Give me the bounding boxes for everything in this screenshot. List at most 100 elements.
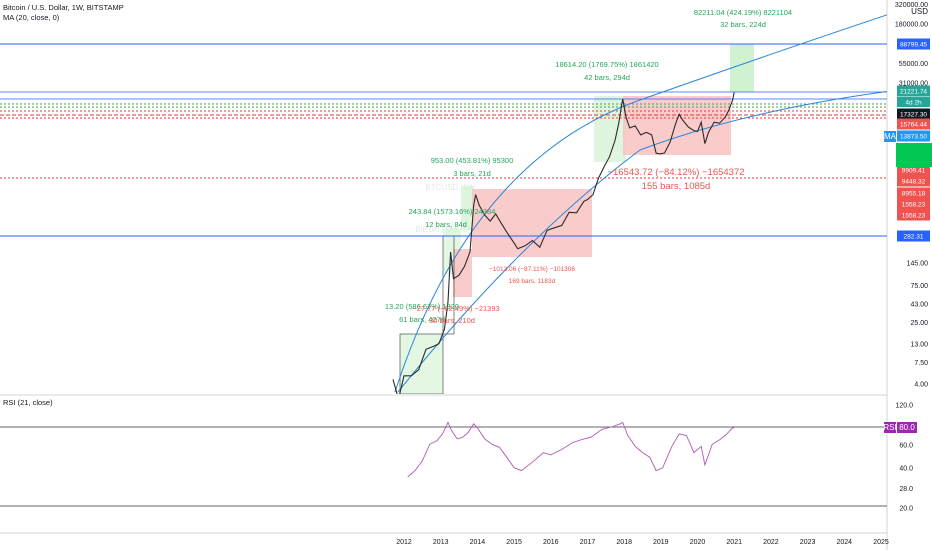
price-badge: 13873.50: [897, 130, 930, 142]
annotation-2013b-bars: 3 bars, 21d: [453, 169, 491, 178]
annotation-2021-change: 82211.04 (424.19%) 8221104: [694, 8, 792, 17]
upper-growth-arc[interactable]: [394, 0, 932, 393]
price-badge-bg: [897, 85, 930, 97]
price-badge-label: 1558.23: [902, 213, 926, 220]
time-tick-label: 2017: [580, 539, 596, 546]
ma-legend[interactable]: MA (20, close, 0): [3, 13, 60, 22]
rsi-badge-name: [884, 422, 896, 433]
price-badge: 1558.23: [897, 209, 930, 221]
price-badge-bg: [897, 187, 930, 199]
price-tick-label: 43.00: [910, 302, 928, 309]
price-badge: 17327.30: [897, 108, 930, 120]
countdown-badge: [897, 97, 930, 107]
time-tick-label: 2018: [616, 539, 632, 546]
price-badge-bg: [897, 164, 930, 176]
annotation-2012-change: 13.20 (586.67%) 1320: [385, 302, 459, 311]
volume-marker: [896, 143, 932, 167]
price-badge: 8955.18: [897, 187, 930, 199]
annotation-2013-drop-bars: 30 bars, 210d: [429, 316, 475, 325]
annotation-2018-drop: −16543.72 (−84.12%) −1654372: [607, 167, 744, 178]
loss-box-2018[interactable]: [623, 96, 731, 155]
rsi-tick-label: 20.0: [899, 506, 913, 513]
annotation-2014-drop-bars: 169 bars, 1183d: [509, 278, 556, 285]
gain-box-2013b[interactable]: [461, 186, 473, 230]
time-tick-label: 2025: [873, 539, 889, 546]
price-badge-label: 17327.30: [900, 112, 927, 119]
price-series-line: [392, 92, 735, 394]
price-badge-label: 8955.18: [902, 191, 926, 198]
price-badge-bg: [897, 175, 930, 187]
price-badge: 1558.23: [897, 198, 930, 210]
annotation-2013-drop: −27.77 (−82.49%) −21393: [412, 304, 499, 313]
loss-box-2013[interactable]: [453, 249, 472, 297]
price-badge: 21221.74: [897, 85, 930, 97]
price-tick-label: 75.00: [910, 283, 928, 290]
price-badge: 15764.44: [897, 118, 930, 130]
time-tick-label: 2021: [726, 539, 742, 546]
time-tick-label: 2015: [506, 539, 522, 546]
currency-label: USD: [911, 7, 928, 16]
watermark-ticker: BTCUSD, 1W: [425, 183, 475, 192]
price-badge: 9448.32: [897, 175, 930, 187]
gain-box-2021[interactable]: [730, 44, 754, 92]
rsi-tick-label: 120.0: [895, 403, 913, 410]
price-tick-label: 13.00: [910, 342, 928, 349]
annotation-2021-bars: 32 bars, 224d: [720, 20, 766, 29]
rsi-badge-name-label: RSI: [883, 423, 896, 432]
rsi-legend[interactable]: RSI (21, close): [3, 398, 53, 407]
annotation-2013b-change: 953.00 (453.81%) 95300: [431, 156, 514, 165]
price-badge: 282.31: [897, 230, 930, 242]
time-tick-label: 2022: [763, 539, 779, 546]
price-badge-label: 88799.45: [900, 42, 927, 49]
price-badge-bg: [897, 38, 930, 50]
price-badge-bg: [897, 118, 930, 130]
price-tick-label: 4.00: [914, 381, 928, 388]
time-tick-label: 2023: [800, 539, 816, 546]
time-tick-label: 2019: [653, 539, 669, 546]
price-badge-bg: [897, 209, 930, 221]
price-badge-bg: [897, 230, 930, 242]
annotations: 82211.04 (424.19%) 8221104 32 bars, 224d…: [385, 8, 792, 325]
rsi-tick-label: 40.0: [899, 466, 913, 473]
range-box-2012[interactable]: [399, 333, 444, 394]
price-badge-label: 13873.50: [900, 134, 927, 141]
price-badge-label: 15764.44: [900, 122, 927, 129]
time-tick-label: 2014: [470, 539, 486, 546]
price-badge-label: 1558.23: [902, 202, 926, 209]
price-tick-label: 320000.00: [895, 2, 928, 9]
time-tick-label: 2013: [433, 539, 449, 546]
annotation-2014-drop: −1013.06 (−87.11%) −101306: [489, 266, 575, 273]
annotation-2018-drop-bars: 155 bars, 1085d: [642, 181, 711, 192]
time-tick-label: 2016: [543, 539, 559, 546]
price-tick-label: 180000.00: [895, 21, 928, 28]
loss-box-2014[interactable]: [472, 189, 592, 257]
price-axis[interactable]: 320000.00 180000.00 55000.00 31000.00 145.00…: [895, 2, 928, 388]
price-badge-label: 9448.32: [902, 179, 926, 186]
price-badge: 9909.41: [897, 164, 930, 176]
price-tick-label: 31000.00: [899, 80, 928, 87]
ma-badge[interactable]: [884, 131, 896, 142]
time-tick-label: 2024: [837, 539, 853, 546]
rsi-tick-label: 28.0: [899, 486, 913, 493]
price-badge-bg: [897, 130, 930, 142]
lower-growth-arc[interactable]: [397, 86, 932, 393]
price-drawings: [0, 0, 932, 394]
price-badge-label: 9909.41: [902, 168, 926, 175]
annotation-2017-change: 18614.20 (1769.75%) 1861420: [555, 60, 658, 69]
price-badges: 88799.45 21221.74 17327.30 15764.44 13873.50…: [897, 38, 930, 242]
symbol-legend[interactable]: Bitcoin / U.S. Dollar, 1W, BITSTAMP: [3, 3, 124, 12]
price-tick-label: 25.00: [910, 320, 928, 327]
price-tick-label: 7.50: [914, 360, 928, 367]
annotation-2012-bars: 61 bars, 427d: [399, 315, 445, 324]
price-badge-bg: [897, 108, 930, 120]
rsi-pane: [0, 421, 887, 507]
rsi-series-line: [407, 421, 735, 478]
price-tick-label: 55000.00: [899, 61, 928, 68]
annotation-2013a-change: 243.84 (1573.16%) 24384: [409, 207, 496, 216]
time-tick-label: 2012: [396, 539, 412, 546]
annotation-2017-bars: 42 bars, 294d: [584, 73, 630, 82]
time-axis[interactable]: 2012 2013 2014 2015 2016 2017 2018 2019 2020 2021…: [396, 539, 889, 546]
time-tick-label: 2020: [690, 539, 706, 546]
rsi-axis[interactable]: 120.0 60.0 40.0 28.0 20.0: [895, 403, 913, 513]
